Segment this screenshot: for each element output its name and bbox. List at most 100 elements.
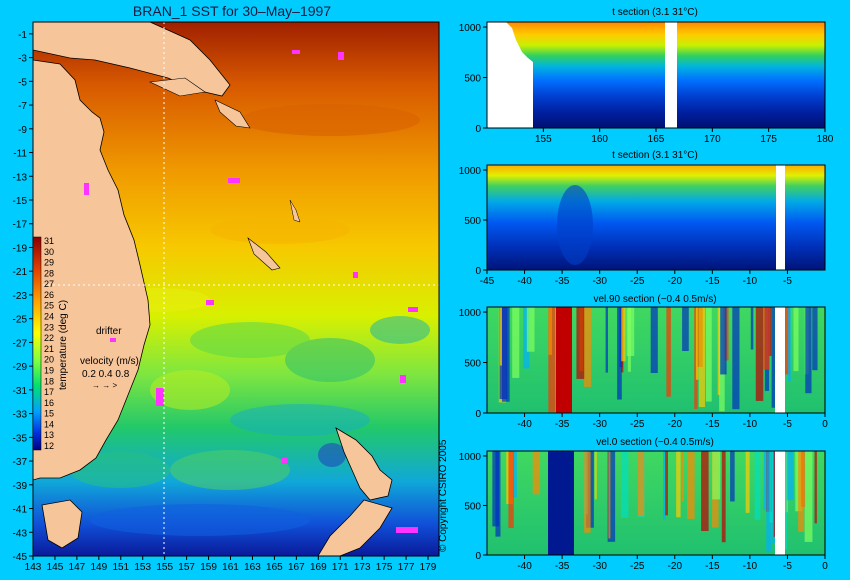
velocity-stripe (805, 307, 812, 394)
section-3-y-tick-label: 0 (475, 409, 481, 420)
velocity-stripe (721, 451, 726, 543)
colorbar-tick-label: 20 (44, 355, 54, 365)
section-3-y-tick-label: 500 (464, 359, 481, 370)
map-y-ticks: -1 -3 -5 -7 -9 -11 -13 -15 -17 -19 -21 -23 -25 -27 -29… (13, 30, 33, 563)
section-1-x-ticks: 155 160 165 170 175 180 (535, 128, 834, 145)
section-4-plot (486, 450, 826, 556)
velocity-stripe (605, 307, 608, 373)
map-x-tick-label: 159 (200, 562, 217, 573)
section-2-y-tick-label: 500 (464, 216, 481, 227)
velocity-stripe (548, 307, 552, 355)
drifter-marker (408, 307, 418, 312)
land-australia (33, 59, 151, 481)
map-y-tick-label: -43 (13, 528, 28, 539)
velocity-stripe (763, 307, 770, 370)
velocity-stripe (701, 451, 709, 532)
map-y-tick-label: -39 (13, 481, 28, 492)
section-4-x-tick-label: -30 (592, 561, 607, 572)
velocity-stripe (499, 307, 502, 366)
section-3-x-tick-label: -35 (555, 419, 570, 430)
map-x-tick-label: 161 (222, 562, 239, 573)
colorbar-tick-label: 15 (44, 409, 54, 419)
section-1-title: t section (3.1 31°C) (612, 7, 698, 18)
velocity-stripe (804, 451, 813, 542)
velocity-stripe (665, 451, 668, 516)
colorbar-tick-label: 19 (44, 365, 54, 375)
map-x-tick-label: 153 (134, 562, 151, 573)
velocity-stripe (532, 451, 541, 495)
velocity-stripe (526, 307, 535, 352)
velocity-stripe (523, 307, 530, 369)
velocity-stripe (763, 451, 767, 510)
drifter-marker (84, 183, 89, 195)
map-y-tick-label: -7 (18, 101, 27, 112)
map-y-tick-label: -41 (13, 505, 28, 516)
section-2-y-ticks: 0 500 1000 (459, 166, 487, 277)
section-3-plot (486, 306, 826, 414)
colorbar-tick-label: 22 (44, 333, 54, 343)
section-4-x-tick-label: -5 (783, 561, 792, 572)
section-4-gap (775, 451, 785, 555)
velocity-stripe (730, 451, 735, 502)
map-x-tick-label: 155 (156, 562, 173, 573)
drifter-marker (292, 50, 300, 54)
velocity-stripe (687, 451, 695, 519)
velocity-stripe (754, 451, 761, 520)
velocity-stripe (771, 307, 778, 408)
map-x-tick-label: 165 (266, 562, 283, 573)
colorbar-tick-label: 26 (44, 290, 54, 300)
section-1-x-tick-label: 160 (591, 134, 608, 145)
section-2-x-tick-label: -15 (705, 276, 720, 287)
velocity-stripe (755, 307, 764, 401)
copyright-notice: © Copyright CSIRO 2005 (438, 439, 449, 552)
section-2-x-ticks: -45 -40 -35 -30 -25 -20 -15 -10 -5 (480, 270, 792, 287)
velocity-stripe (732, 307, 740, 410)
velocity-stripe (768, 307, 772, 357)
section-2-plot (486, 164, 826, 271)
map-y-tick-label: -37 (13, 457, 28, 468)
velocity-legend-arrows: → → > (92, 381, 117, 390)
section-3-x-tick-label: -40 (517, 419, 532, 430)
velocity-stripe (812, 307, 818, 371)
section-1-gap (665, 22, 677, 128)
velocity-stripe (594, 451, 597, 500)
section-3-x-tick-label: -20 (668, 419, 683, 430)
map-y-tick-label: -15 (13, 196, 28, 207)
velocity-stripe (621, 451, 629, 518)
map-y-tick-label: -11 (13, 149, 27, 160)
map-x-tick-label: 179 (420, 562, 437, 573)
colorbar-tick-label: 17 (44, 387, 54, 397)
map-x-tick-label: 169 (310, 562, 327, 573)
section-2-y-tick-label: 1000 (459, 166, 482, 177)
velocity-stripe (621, 307, 626, 362)
map-x-tick-label: 167 (288, 562, 305, 573)
velocity-stripe (698, 307, 705, 408)
colorbar-tick-label: 21 (44, 344, 54, 354)
drifter-marker (338, 52, 344, 60)
colorbar-tick-label: 12 (44, 441, 54, 451)
colorbar-tick-label: 13 (44, 430, 54, 440)
map-x-tick-label: 171 (332, 562, 349, 573)
velocity-stripe (607, 451, 616, 542)
map-y-tick-label: -9 (18, 125, 27, 136)
velocity-stripe (583, 307, 592, 387)
velocity-stripe (512, 307, 520, 378)
colorbar-tick-label: 14 (44, 419, 54, 429)
velocity-stripe (750, 307, 754, 350)
section-3-x-tick-label: 0 (822, 419, 828, 430)
section-1-x-tick-label: 155 (535, 134, 552, 145)
section-1-x-tick-label: 180 (817, 134, 834, 145)
section-2-x-tick-label: -30 (592, 276, 607, 287)
section-1-x-tick-label: 170 (704, 134, 721, 145)
section-4-x-tick-label: -25 (630, 561, 645, 572)
velocity-core (556, 307, 572, 413)
velocity-stripe (786, 451, 794, 501)
velocity-legend-label: velocity (m/s) (80, 356, 139, 367)
map-y-tick-label: -27 (13, 338, 28, 349)
section-3-velocity-stripes (498, 307, 818, 413)
velocity-stripe (782, 307, 790, 375)
velocity-stripe (681, 451, 685, 502)
section-3-x-tick-label: -10 (743, 419, 758, 430)
map-x-tick-label: 175 (376, 562, 393, 573)
section-1-y-ticks: 0 500 1000 (459, 23, 487, 135)
